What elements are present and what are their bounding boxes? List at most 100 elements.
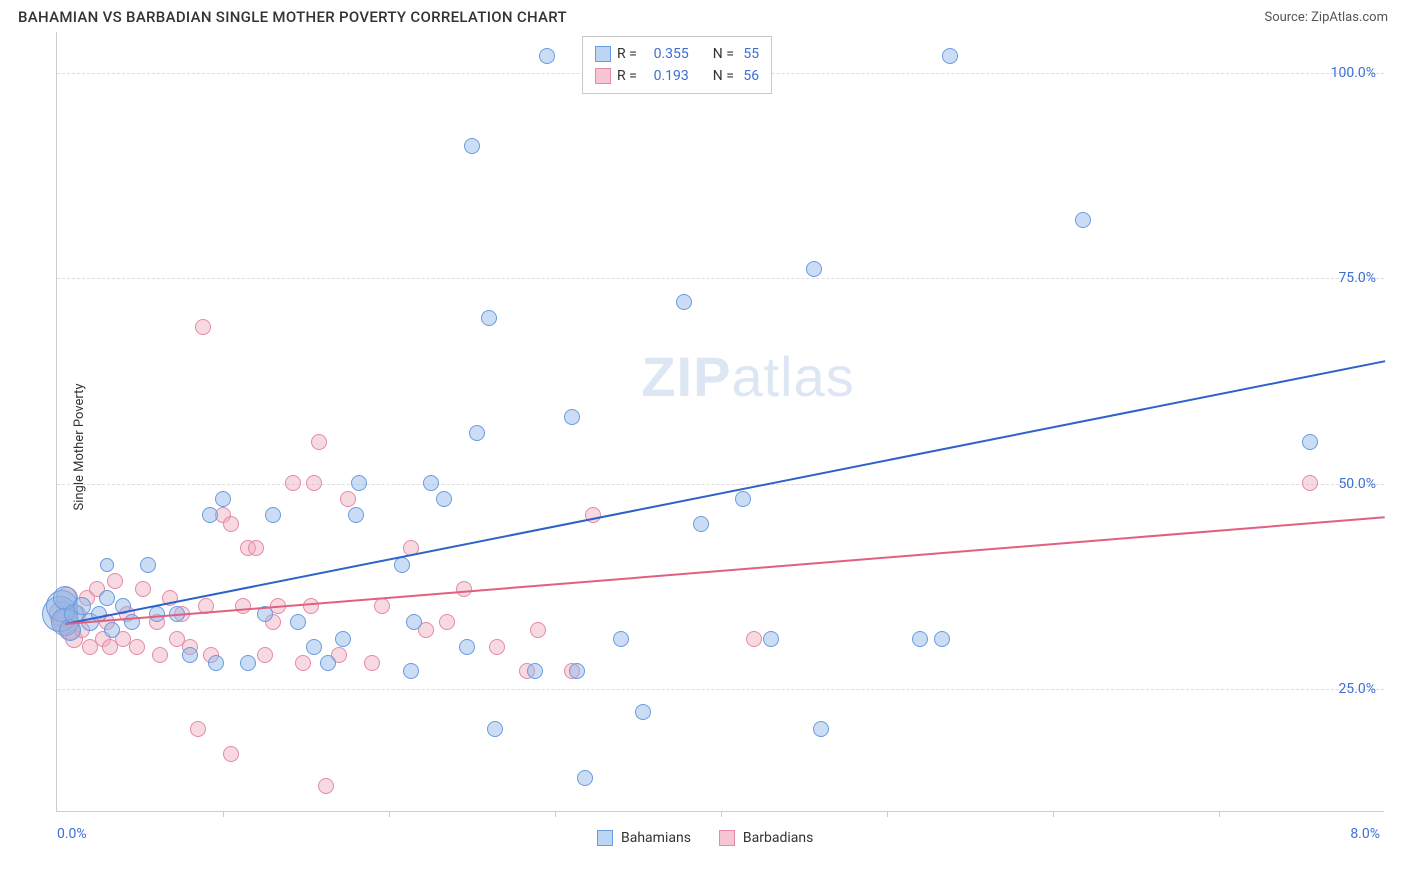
legend-row: R =0.355N = 55 bbox=[595, 43, 759, 65]
x-tick bbox=[223, 811, 224, 817]
n-value: 56 bbox=[740, 68, 759, 84]
data-point bbox=[459, 639, 475, 655]
data-point bbox=[577, 770, 593, 786]
data-point bbox=[912, 631, 928, 647]
data-point bbox=[248, 540, 264, 556]
data-point bbox=[348, 507, 364, 523]
x-axis-min-label: 0.0% bbox=[57, 826, 87, 842]
x-tick bbox=[887, 811, 888, 817]
chart-header: BAHAMIAN VS BARBADIAN SINGLE MOTHER POVE… bbox=[0, 0, 1406, 32]
gridline bbox=[57, 278, 1384, 279]
data-point bbox=[469, 425, 485, 441]
data-point bbox=[1075, 212, 1091, 228]
data-point bbox=[539, 48, 555, 64]
data-point bbox=[190, 721, 206, 737]
data-point bbox=[195, 319, 211, 335]
data-point bbox=[806, 261, 822, 277]
data-point bbox=[1302, 475, 1318, 491]
data-point bbox=[569, 663, 585, 679]
data-point bbox=[406, 614, 422, 630]
n-label: N = bbox=[713, 68, 734, 84]
data-point bbox=[265, 507, 281, 523]
data-point bbox=[303, 598, 319, 614]
x-axis-max-label: 8.0% bbox=[1350, 826, 1380, 842]
data-point bbox=[104, 622, 120, 638]
n-label: N = bbox=[713, 46, 734, 62]
data-point bbox=[306, 639, 322, 655]
data-point bbox=[635, 704, 651, 720]
r-value: 0.193 bbox=[643, 68, 689, 84]
data-point bbox=[746, 631, 762, 647]
data-point bbox=[107, 573, 123, 589]
r-value: 0.355 bbox=[643, 46, 689, 62]
y-tick-label: 50.0% bbox=[1338, 476, 1376, 492]
legend-label: Barbadians bbox=[743, 830, 813, 846]
y-tick-label: 25.0% bbox=[1338, 681, 1376, 697]
chart-area: Single Mother Poverty 25.0%50.0%75.0%100… bbox=[18, 32, 1388, 862]
data-point bbox=[223, 516, 239, 532]
legend-item: Barbadians bbox=[719, 830, 813, 846]
source-link[interactable]: ZipAtlas.com bbox=[1311, 10, 1388, 25]
data-point bbox=[215, 491, 231, 507]
data-point bbox=[613, 631, 629, 647]
data-point bbox=[676, 294, 692, 310]
data-point bbox=[763, 631, 779, 647]
data-point bbox=[489, 639, 505, 655]
data-point bbox=[436, 491, 452, 507]
x-tick bbox=[1219, 811, 1220, 817]
data-point bbox=[182, 647, 198, 663]
plot-area: 25.0%50.0%75.0%100.0%ZIPatlasR =0.355N =… bbox=[56, 32, 1384, 812]
data-point bbox=[403, 663, 419, 679]
data-point bbox=[464, 138, 480, 154]
data-point bbox=[527, 663, 543, 679]
data-point bbox=[585, 507, 601, 523]
legend-swatch bbox=[719, 830, 735, 846]
data-point bbox=[340, 491, 356, 507]
trend-line bbox=[65, 360, 1385, 625]
data-point bbox=[257, 647, 273, 663]
source-prefix: Source: bbox=[1264, 10, 1311, 25]
data-point bbox=[1302, 434, 1318, 450]
legend-row: R =0.193N = 56 bbox=[595, 65, 759, 87]
data-point bbox=[135, 581, 151, 597]
trend-line bbox=[65, 516, 1385, 625]
data-point bbox=[439, 614, 455, 630]
data-point bbox=[335, 631, 351, 647]
data-point bbox=[318, 778, 334, 794]
data-point bbox=[735, 491, 751, 507]
data-point bbox=[813, 721, 829, 737]
series-legend: Bahamians Barbadians bbox=[597, 830, 813, 846]
data-point bbox=[306, 475, 322, 491]
data-point bbox=[240, 655, 256, 671]
data-point bbox=[295, 655, 311, 671]
legend-swatch bbox=[597, 830, 613, 846]
y-tick-label: 100.0% bbox=[1331, 65, 1376, 81]
data-point bbox=[290, 614, 306, 630]
correlation-legend: R =0.355N = 55R =0.193N = 56 bbox=[582, 36, 772, 94]
y-tick-label: 75.0% bbox=[1338, 270, 1376, 286]
x-tick bbox=[1053, 811, 1054, 817]
legend-label: Bahamians bbox=[621, 830, 691, 846]
data-point bbox=[394, 557, 410, 573]
data-point bbox=[423, 475, 439, 491]
data-point bbox=[100, 558, 114, 572]
data-point bbox=[129, 639, 145, 655]
data-point bbox=[208, 655, 224, 671]
data-point bbox=[152, 647, 168, 663]
data-point bbox=[564, 409, 580, 425]
x-tick bbox=[389, 811, 390, 817]
data-point bbox=[942, 48, 958, 64]
data-point bbox=[140, 557, 156, 573]
data-point bbox=[693, 516, 709, 532]
chart-source: Source: ZipAtlas.com bbox=[1264, 10, 1388, 25]
data-point bbox=[487, 721, 503, 737]
legend-item: Bahamians bbox=[597, 830, 691, 846]
data-point bbox=[351, 475, 367, 491]
data-point bbox=[223, 746, 239, 762]
x-tick bbox=[555, 811, 556, 817]
data-point bbox=[311, 434, 327, 450]
data-point bbox=[481, 310, 497, 326]
gridline bbox=[57, 484, 1384, 485]
data-point bbox=[99, 590, 115, 606]
data-point bbox=[235, 598, 251, 614]
